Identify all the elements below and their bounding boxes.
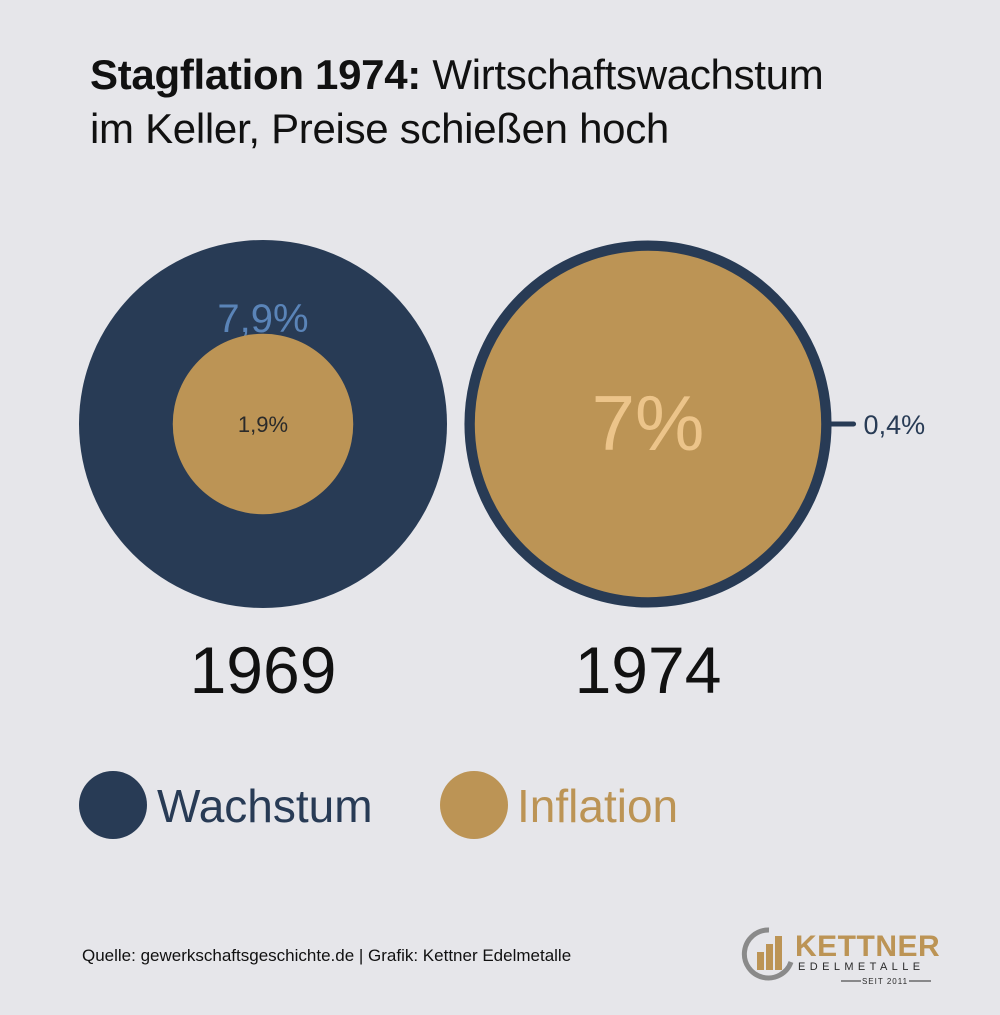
legend-inflation-swatch: [440, 771, 508, 839]
year-label-1974: 1974: [575, 633, 722, 707]
year-label-1969: 1969: [190, 633, 337, 707]
chart-title-rest: Wirtschaftswachstum: [432, 51, 824, 98]
bubble-chart: 7,9% 1,9% 1969 7% 0,4% 1974 Wachstum Inf…: [79, 240, 926, 839]
label-1974-inflation: 7%: [592, 379, 705, 467]
logo-sub: EDELMETALLE: [798, 961, 924, 973]
chart-title: Stagflation 1974: Wirtschaftswachstum im…: [90, 48, 970, 156]
source-note: Quelle: gewerkschaftsgeschichte.de | Gra…: [82, 946, 572, 965]
label-1969-wachstum: 7,9%: [217, 297, 308, 341]
legend-inflation-label: Inflation: [517, 780, 678, 832]
group-1969: 7,9% 1,9% 1969: [79, 240, 447, 707]
bubble-1969-inflation: [172, 333, 354, 515]
logo-since: SEIT 2011: [862, 977, 908, 986]
logo-emblem-icon: [741, 927, 794, 981]
bubble-1974-inflation: [464, 240, 832, 608]
group-1974: 7% 0,4% 1974: [464, 240, 926, 707]
legend-wachstum-label: Wachstum: [157, 780, 373, 832]
kettner-logo: KETTNER EDELMETALLE SEIT 2011: [741, 927, 940, 986]
label-1969-inflation: 1,9%: [238, 412, 288, 437]
legend: Wachstum Inflation: [79, 771, 678, 839]
chart-title-bold: Stagflation 1974:: [90, 51, 421, 98]
chart-title-line2: im Keller, Preise schießen hoch: [90, 105, 669, 152]
logo-name: KETTNER: [795, 930, 940, 963]
label-1974-wachstum: 0,4%: [864, 410, 926, 440]
legend-wachstum-swatch: [79, 771, 147, 839]
